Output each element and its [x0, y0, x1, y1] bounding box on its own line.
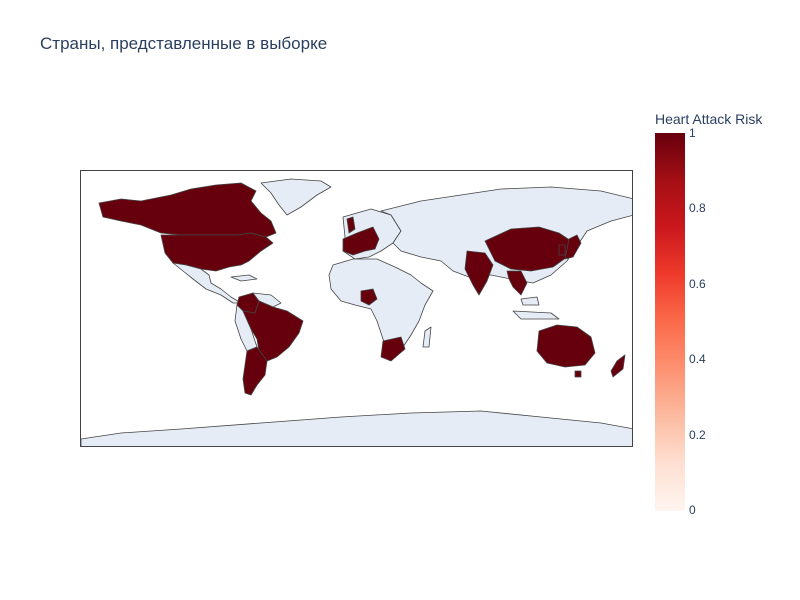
- land-mexico: [172, 262, 242, 304]
- country-se-asia: [506, 270, 528, 296]
- colorbar-title: Heart Attack Risk: [655, 111, 763, 127]
- country-argentina: [242, 346, 268, 396]
- colorbar-tick-0.4: 0.4: [689, 352, 706, 366]
- country-western-europe: [342, 226, 380, 256]
- land-greenland: [260, 178, 332, 216]
- country-uk: [346, 216, 356, 234]
- country-india: [464, 250, 494, 296]
- colorbar-tick-0.2: 0.2: [689, 428, 706, 442]
- land-africa: [328, 258, 434, 350]
- land-antarctica: [81, 410, 632, 446]
- country-nigeria: [360, 288, 378, 306]
- colorbar-tick-0.8: 0.8: [689, 201, 706, 215]
- country-japan: [564, 234, 582, 260]
- colorbar: [655, 133, 685, 511]
- country-australia: [536, 324, 596, 368]
- world-map[interactable]: [80, 170, 633, 447]
- country-australia-tas: [574, 370, 582, 378]
- country-brazil: [242, 300, 304, 362]
- colorbar-tick-0.6: 0.6: [689, 277, 706, 291]
- land-madagascar: [422, 326, 432, 348]
- map-svg: [81, 178, 632, 446]
- chart-title: Страны, представленные в выборке: [40, 34, 328, 53]
- country-new-zealand: [610, 354, 626, 378]
- colorbar-tick-1: 1: [689, 126, 696, 140]
- colorbar-tick-0: 0: [689, 503, 696, 517]
- land-indonesia: [512, 296, 560, 320]
- land-caribbean: [230, 274, 258, 282]
- country-canada: [98, 182, 277, 238]
- country-south-korea: [558, 244, 566, 256]
- country-south-africa: [380, 336, 406, 362]
